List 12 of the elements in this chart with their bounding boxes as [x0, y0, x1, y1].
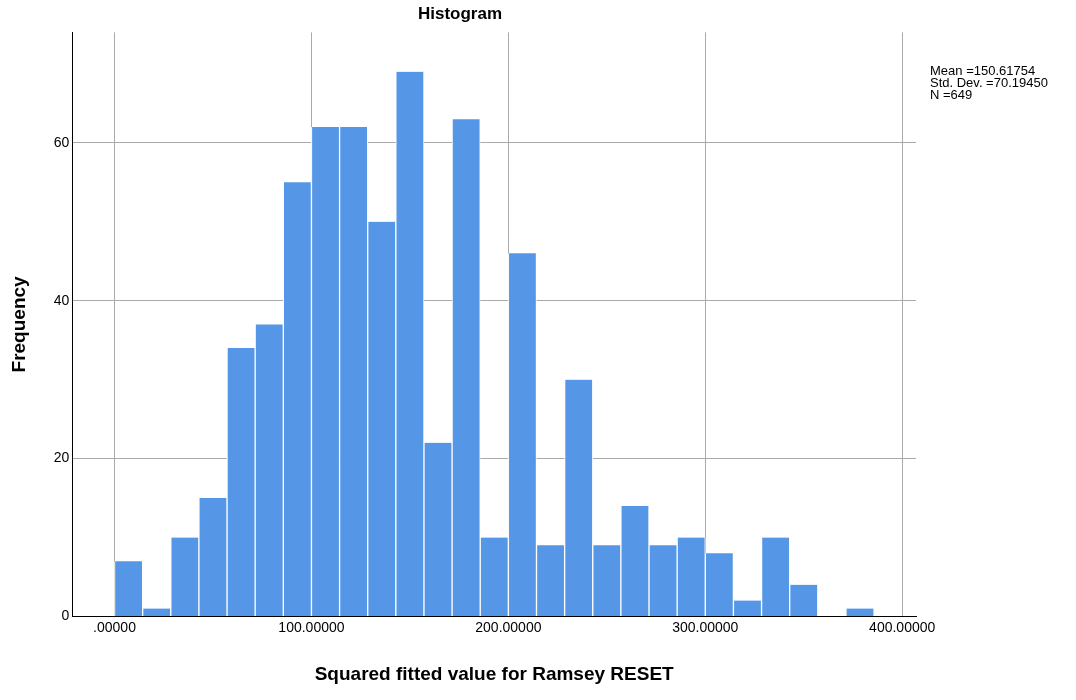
x-tick-label: 100.00000: [278, 618, 345, 635]
x-tick-label: 200.00000: [475, 618, 542, 635]
x-axis-title: Squared fitted value for Ramsey RESET: [314, 662, 675, 684]
y-tick-label: 0: [61, 607, 70, 624]
x-tick-label: 300.00000: [672, 618, 739, 635]
chart-title: Histogram: [417, 3, 503, 23]
x-tick-label: 400.00000: [869, 618, 936, 635]
y-axis-title: Frequency: [7, 275, 29, 373]
y-tick-label: 40: [53, 291, 70, 308]
y-tick-label: 20: [53, 449, 70, 466]
x-tick-label: .00000: [93, 618, 137, 635]
y-tick-label: 60: [53, 133, 70, 150]
